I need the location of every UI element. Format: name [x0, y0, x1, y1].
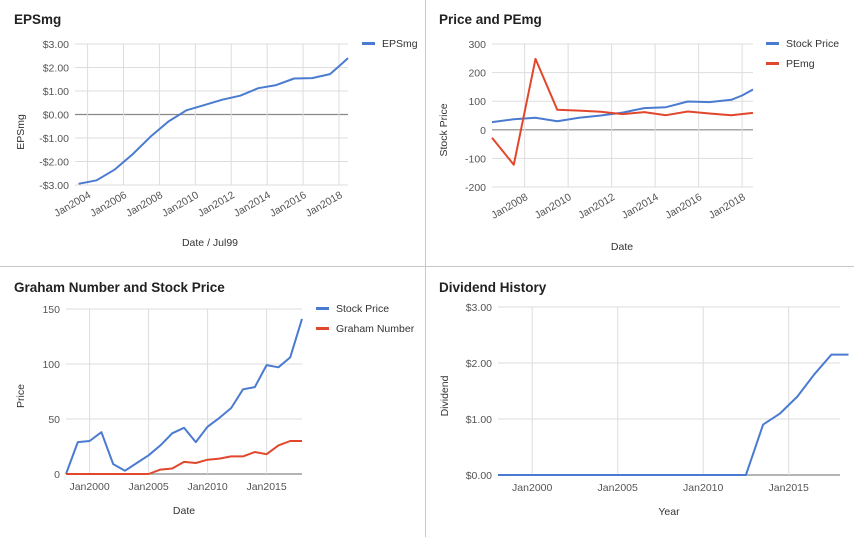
x-tick-label: Jan2008 [489, 191, 530, 222]
legend-swatch [766, 42, 779, 45]
x-tick-label: Jan2012 [576, 191, 617, 222]
y-tick-label: -200 [465, 182, 486, 194]
price-pemg-chart: Price and PEmg Date Stock Price 300 200 10… [438, 12, 839, 253]
y-tick-label: 50 [48, 414, 60, 426]
x-axis-label: Date [611, 241, 633, 253]
y-tick-label: -$3.00 [39, 180, 69, 192]
y-tick-label: 0 [480, 125, 486, 137]
chart-title: Price and PEmg [439, 12, 542, 27]
y-tick-label: $0.00 [466, 470, 492, 482]
x-tick-label: Jan2004 [52, 189, 93, 220]
legend-label: EPSmg [382, 38, 418, 50]
x-axis-label: Year [658, 506, 680, 518]
epsmg-chart: EPSmg Date / Jul99 EPSmg $3.00 $2.00 $1.00… [14, 12, 418, 249]
y-tick-label: $1.00 [43, 86, 69, 98]
y-tick-label: 200 [468, 68, 486, 80]
y-tick-label: $1.00 [466, 414, 492, 426]
chart-title: Dividend History [439, 280, 547, 295]
legend-label: Graham Number [336, 323, 415, 335]
series-line [78, 57, 349, 185]
x-tick-label: Jan2010 [187, 481, 227, 493]
chart-title: Graham Number and Stock Price [14, 280, 225, 295]
y-axis-label: Stock Price [438, 103, 450, 156]
legend-label: Stock Price [786, 38, 839, 50]
chart-panel-graham: Graham Number and Stock Price Date Price… [0, 267, 426, 537]
chart-panel-price-pemg: Price and PEmg Date Stock Price 300 200 10… [426, 0, 854, 267]
legend-swatch [316, 327, 329, 330]
y-tick-label: $0.00 [43, 110, 69, 122]
x-tick-label: Jan2008 [124, 189, 165, 220]
x-tick-label: Jan2010 [683, 482, 723, 494]
x-axis-label: Date [173, 505, 195, 517]
y-tick-label: $3.00 [43, 39, 69, 51]
x-tick-label: Jan2014 [232, 189, 273, 220]
y-tick-label: 300 [468, 39, 486, 51]
legend-swatch [766, 62, 779, 65]
y-axis-label: Price [15, 384, 27, 408]
x-tick-label: Jan2012 [196, 189, 237, 220]
x-tick-label: Jan2005 [128, 481, 168, 493]
chart-panel-dividend: Dividend History Year Dividend $3.00 $2.0… [426, 267, 854, 537]
dividend-chart: Dividend History Year Dividend $3.00 $2.0… [439, 280, 849, 518]
x-tick-label: Jan2016 [663, 191, 704, 222]
graham-chart: Graham Number and Stock Price Date Price… [14, 280, 415, 517]
y-tick-label: -$1.00 [39, 133, 69, 145]
x-tick-label: Jan2016 [268, 189, 309, 220]
x-tick-label: Jan2010 [160, 189, 201, 220]
x-tick-label: Jan2010 [533, 191, 574, 222]
x-tick-label: Jan2000 [69, 481, 109, 493]
y-axis-label: Dividend [439, 375, 451, 416]
x-tick-label: Jan2018 [304, 189, 345, 220]
series-line [65, 318, 303, 475]
chart-panel-epsmg: EPSmg Date / Jul99 EPSmg $3.00 $2.00 $1.00… [0, 0, 426, 267]
series-line [491, 88, 754, 124]
x-tick-label: Jan2000 [512, 482, 552, 494]
series-line [66, 440, 302, 475]
series-line [491, 57, 754, 166]
y-tick-label: $2.00 [466, 358, 492, 370]
y-tick-label: 100 [468, 96, 486, 108]
y-tick-label: $2.00 [43, 63, 69, 75]
legend-label: Stock Price [336, 303, 389, 315]
x-tick-label: Jan2018 [707, 191, 748, 222]
x-tick-label: Jan2005 [598, 482, 638, 494]
legend-swatch [316, 307, 329, 310]
series-line [498, 353, 849, 476]
y-tick-label: 150 [42, 304, 60, 316]
y-axis-label: EPSmg [15, 114, 27, 150]
x-tick-label: Jan2006 [88, 189, 129, 220]
x-axis-label: Date / Jul99 [182, 237, 238, 249]
legend-label: PEmg [786, 58, 815, 70]
x-tick-label: Jan2015 [246, 481, 286, 493]
y-tick-label: -100 [465, 153, 486, 165]
y-tick-label: -$2.00 [39, 157, 69, 169]
y-tick-label: $3.00 [466, 302, 492, 314]
chart-title: EPSmg [14, 12, 61, 27]
x-tick-label: Jan2015 [769, 482, 809, 494]
x-tick-label: Jan2014 [620, 191, 661, 222]
legend-swatch [362, 42, 375, 45]
y-tick-label: 100 [42, 359, 60, 371]
y-tick-label: 0 [54, 469, 60, 481]
